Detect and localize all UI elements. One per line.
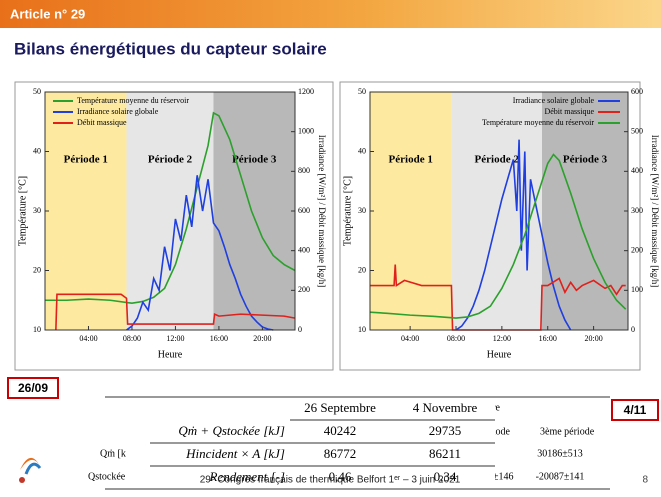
y-axis-title: Température [°C] (17, 176, 28, 246)
y-tick-label: 30 (33, 206, 41, 215)
article-number: Article n° 29 (10, 6, 85, 21)
table-row-label: Qṁ + Qstockée [kJ] (178, 423, 285, 438)
table-cell: 86211 (429, 446, 461, 461)
table-fragment: 3ème période (540, 426, 595, 437)
slide: Article n° 29 Bilans énergétiques du cap… (0, 0, 661, 497)
x-tick-label: 16:00 (210, 334, 228, 343)
table-header: 4 Novembre (413, 400, 478, 415)
y-axis-title: Température [°C] (342, 176, 353, 246)
y2-tick-label: 100 (631, 285, 643, 294)
page-number: 8 (642, 475, 648, 486)
table-row-label: Hincident × A [kJ] (185, 446, 285, 461)
x-axis-title: Heure (487, 349, 512, 360)
x-tick-label: 16:00 (539, 334, 557, 343)
date-tag-label: 4/11 (624, 403, 647, 417)
footer-text: 29ᵉ Congrès français de thermique Belfor… (200, 475, 461, 486)
banner (0, 0, 661, 28)
y-tick-label: 10 (358, 325, 366, 334)
period-band (127, 92, 214, 330)
x-tick-label: 08:00 (123, 334, 141, 343)
x-tick-label: 20:00 (253, 334, 271, 343)
y2-tick-label: 300 (631, 206, 643, 215)
period-label: Période 3 (563, 154, 608, 166)
table-header: 26 Septembre (304, 400, 376, 415)
x-tick-label: 12:00 (166, 334, 184, 343)
period-band (213, 92, 295, 330)
y2-tick-label: 500 (631, 126, 643, 135)
y2-tick-label: 0 (631, 325, 635, 334)
y2-axis-title: Irradiance [W/m²] / Débit massique [kg/h… (650, 135, 660, 287)
y-tick-label: 20 (33, 265, 41, 274)
period-band (451, 92, 542, 330)
y2-tick-label: 200 (631, 245, 643, 254)
y2-tick-label: 600 (298, 206, 310, 215)
y-tick-label: 50 (33, 87, 41, 96)
legend-label: Débit massique (544, 107, 594, 116)
period-band (370, 92, 451, 330)
period-label: Période 2 (148, 154, 193, 166)
table-fragment: -20087±141 (536, 471, 585, 482)
y2-tick-label: 200 (298, 285, 310, 294)
legend-label: Température moyenne du réservoir (482, 118, 594, 127)
y-tick-label: 40 (358, 146, 366, 155)
y2-tick-label: 1200 (298, 87, 314, 96)
legend-label: Débit massique (77, 118, 127, 127)
table-cell: 40242 (324, 423, 357, 438)
period-label: Période 1 (64, 154, 108, 166)
x-tick-label: 08:00 (447, 334, 465, 343)
table-cell: 86772 (324, 446, 357, 461)
y-tick-label: 30 (358, 206, 366, 215)
y2-tick-label: 1000 (298, 126, 314, 135)
y-tick-label: 20 (358, 265, 366, 274)
y2-axis-title: Irradiance [W/m²] / Débit massique [kg/h… (317, 135, 327, 287)
table-fragment: Qstockée (88, 471, 126, 482)
y2-tick-label: 0 (298, 325, 302, 334)
logo (19, 458, 40, 483)
x-tick-label: 12:00 (493, 334, 511, 343)
x-tick-label: 20:00 (584, 334, 602, 343)
period-band (542, 92, 628, 330)
table-cell: 29735 (429, 423, 462, 438)
y2-tick-label: 400 (298, 245, 310, 254)
x-tick-label: 04:00 (79, 334, 97, 343)
legend-label: Irradiance solaire globale (77, 107, 159, 116)
date-tag-label: 26/09 (18, 381, 48, 395)
y2-tick-label: 800 (298, 166, 310, 175)
period-label: Période 3 (232, 154, 277, 166)
x-axis-title: Heure (158, 349, 183, 360)
table-fragment: 30186±513 (537, 448, 583, 459)
y-tick-label: 10 (33, 325, 41, 334)
table-fragment: Qṁ [k (100, 448, 126, 459)
y-tick-label: 40 (33, 146, 41, 155)
slide-title: Bilans énergétiques du capteur solaire (14, 39, 327, 58)
y2-tick-label: 400 (631, 166, 643, 175)
y-tick-label: 50 (358, 87, 366, 96)
y2-tick-label: 600 (631, 87, 643, 96)
period-label: Période 1 (389, 154, 433, 166)
legend-label: Température moyenne du réservoir (77, 96, 189, 105)
legend-label: Irradiance solaire globale (513, 96, 595, 105)
x-tick-label: 04:00 (401, 334, 419, 343)
